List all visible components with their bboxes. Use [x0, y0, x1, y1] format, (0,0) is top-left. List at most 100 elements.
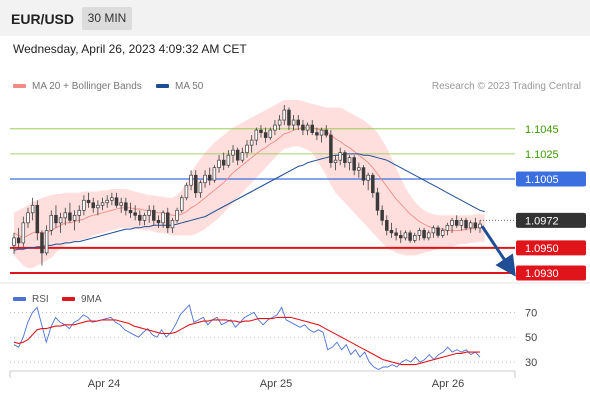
candles	[12, 105, 482, 266]
x-tick-label: Apr 26	[432, 378, 464, 390]
candle-body	[63, 212, 68, 219]
candle-body	[119, 202, 123, 206]
level-label-support: 1.0950	[525, 243, 559, 255]
candle-body	[91, 202, 95, 209]
x-tick-label: Apr 25	[260, 378, 292, 390]
level-label-current: 1.0972	[525, 215, 559, 227]
candle-body	[440, 230, 445, 236]
candle-body	[128, 209, 133, 214]
moving-averages	[13, 127, 485, 251]
candle-body	[371, 174, 375, 194]
candle-body	[142, 214, 147, 221]
candle-body	[114, 197, 119, 206]
candle-body	[403, 232, 408, 239]
candle-body	[30, 204, 35, 214]
rsi-tick-label: 70	[525, 307, 537, 319]
candle-body	[361, 167, 366, 181]
candle-body	[12, 237, 16, 246]
candle-body	[385, 219, 389, 231]
candle-body	[147, 209, 151, 216]
candle-body	[413, 235, 417, 241]
candle-body	[44, 230, 49, 254]
candle-body	[175, 209, 179, 221]
candle-body	[417, 230, 422, 236]
level-label-resistance: 1.1045	[525, 124, 559, 136]
ma20-line	[13, 127, 485, 239]
candle-body	[58, 217, 63, 224]
candle-body	[193, 174, 198, 194]
candle-body	[282, 109, 287, 121]
candle-body	[431, 227, 436, 234]
timeframe-button[interactable]: 30 MIN	[82, 7, 132, 30]
candle-body	[468, 222, 473, 229]
candle-body	[366, 174, 370, 181]
candle-body	[296, 119, 301, 126]
candle-body	[207, 174, 212, 181]
forecast-arrow	[480, 225, 516, 277]
candle-body	[180, 197, 184, 211]
candle-body	[49, 214, 54, 231]
candle-body	[389, 230, 394, 234]
legend-9ma-label: 9MA	[81, 294, 102, 305]
candle-body	[277, 119, 282, 126]
candle-body	[226, 154, 231, 166]
candle-body	[450, 219, 454, 226]
rsi-tick-label: 50	[525, 332, 537, 344]
candle-body	[422, 230, 426, 239]
candle-body	[110, 197, 114, 201]
candle-body	[86, 199, 91, 204]
candle-body	[301, 124, 305, 131]
candle-body	[408, 232, 412, 241]
legend-rsi: RSI	[13, 294, 49, 305]
candle-body	[77, 209, 81, 216]
candle-body	[198, 182, 203, 194]
candle-body	[189, 174, 193, 186]
level-label-box	[516, 212, 586, 228]
candle-body	[184, 184, 189, 199]
candle-body	[347, 157, 352, 164]
candle-body	[105, 199, 109, 204]
candle-body	[156, 219, 161, 224]
candle-body	[133, 212, 137, 216]
candle-body	[273, 124, 277, 131]
candle-body	[170, 219, 175, 229]
candle-body	[464, 219, 468, 229]
timestamp: Wednesday, April 26, 2023 4:09:32 AM CET	[13, 42, 247, 56]
level-label-support: 1.0930	[525, 268, 559, 280]
candle-body	[478, 223, 482, 229]
candle-body	[21, 222, 26, 244]
candle-body	[375, 192, 380, 211]
candle-body	[245, 144, 249, 153]
candle-body	[100, 202, 105, 206]
candle-body	[235, 149, 240, 161]
candle-body	[166, 212, 170, 229]
rsi-swatch	[13, 297, 26, 302]
candle-body	[310, 124, 314, 133]
legend-ma20: MA 20 + Bollinger Bands	[13, 81, 142, 92]
bollinger-band-area	[14, 100, 485, 268]
candle-body	[249, 139, 254, 146]
candle-body	[221, 159, 226, 166]
candle-body	[231, 149, 235, 156]
candle-body	[338, 152, 342, 161]
candle-body	[333, 159, 338, 164]
candle-body	[68, 212, 72, 221]
level-lines	[10, 128, 515, 274]
header-bar: EUR/USD 30 MIN	[0, 0, 590, 36]
x-tick-label: Apr 24	[88, 378, 120, 390]
ma50-line	[13, 153, 485, 251]
candle-body	[268, 129, 273, 138]
candle-body	[54, 214, 58, 224]
legend-ma20-label: MA 20 + Bollinger Bands	[32, 81, 142, 92]
ma20-swatch	[13, 84, 26, 89]
candle-body	[426, 232, 431, 239]
candle-body	[203, 174, 207, 184]
candle-body	[380, 209, 384, 221]
candle-body	[436, 227, 440, 236]
bollinger-band	[14, 100, 485, 268]
candle-body	[82, 199, 86, 211]
candle-body	[35, 204, 40, 234]
candle-body	[287, 109, 291, 126]
candle-body	[399, 235, 403, 239]
